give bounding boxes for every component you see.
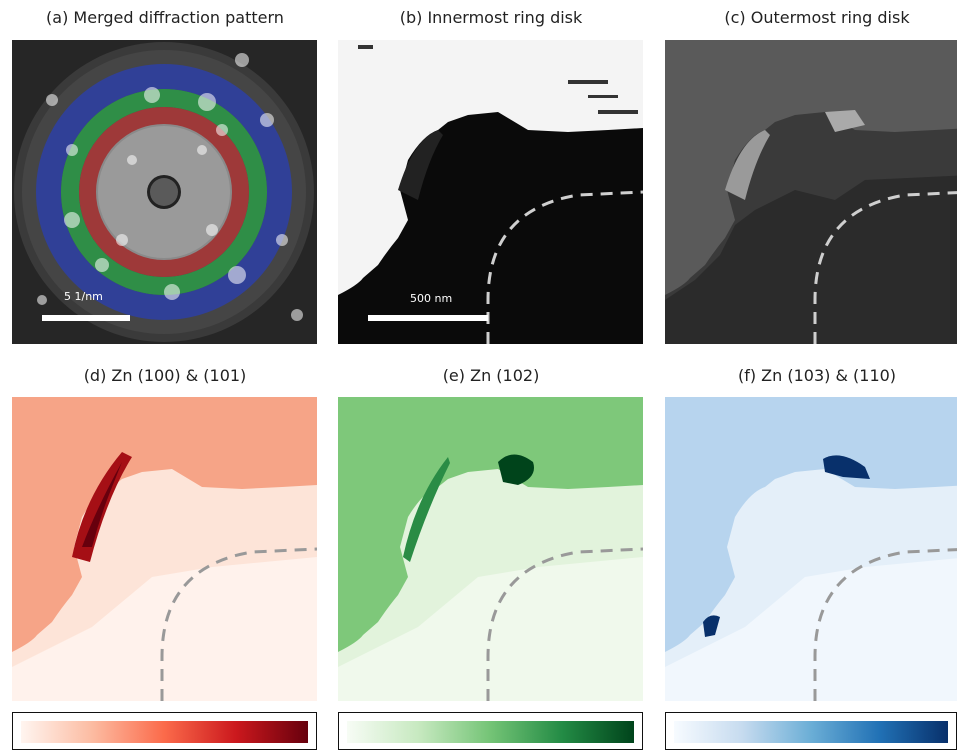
colorbar-d	[12, 712, 317, 750]
colorbar-d-gradient	[21, 721, 308, 743]
panel-d-image	[12, 397, 317, 701]
dashed-boundary-e	[486, 547, 643, 701]
dashed-boundary-c	[813, 191, 957, 344]
panel-b-title: (b) Innermost ring disk	[399, 8, 583, 27]
feature-f-left	[703, 615, 720, 637]
colorbar-f-gradient	[674, 721, 948, 743]
dashed-boundary-d	[160, 547, 317, 701]
colorbar-e-gradient	[347, 721, 634, 743]
panel-b-scalebar-label: 500 nm	[410, 292, 453, 305]
panel-a-title: (a) Merged diffraction pattern	[46, 8, 284, 27]
dashed-boundary-f	[813, 548, 957, 701]
panel-f-title: (f) Zn (103) & (110)	[737, 366, 897, 385]
feature-f-top	[823, 455, 870, 479]
colorbar-f	[665, 712, 957, 750]
colorbar-e	[338, 712, 643, 750]
panel-f-image	[665, 397, 957, 701]
panel-a-image	[12, 40, 317, 344]
feature-e	[498, 454, 534, 485]
panel-e-title: (e) Zn (102)	[442, 366, 540, 385]
dashed-boundary-b	[486, 190, 643, 344]
panel-b-image	[338, 40, 643, 344]
panel-d-title: (d) Zn (100) & (101)	[83, 366, 247, 385]
scalebar-a	[42, 315, 130, 321]
panel-a-scalebar-label: 5 1/nm	[64, 290, 103, 303]
panel-e-image	[338, 397, 643, 701]
panel-c-title: (c) Outermost ring disk	[724, 8, 910, 27]
panel-c-image	[665, 40, 957, 344]
scalebar-b	[368, 315, 488, 321]
